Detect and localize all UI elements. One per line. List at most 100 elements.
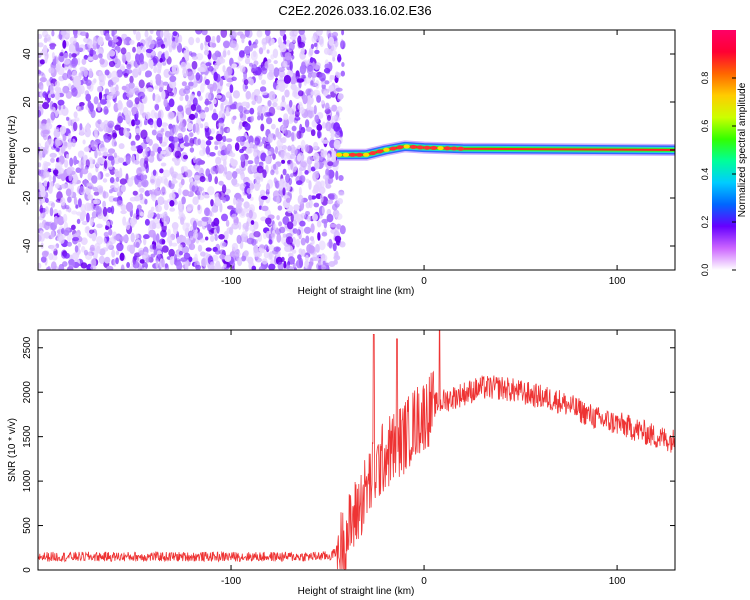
noise-blob [152,56,159,64]
noise-blob [310,129,316,137]
noise-blob [136,66,141,73]
noise-blob [283,74,292,84]
noise-blob [318,240,326,251]
noise-blob [97,119,102,125]
noise-blob [249,107,255,115]
noise-blob [260,123,265,132]
noise-blob [244,122,251,131]
noise-blob [217,164,225,174]
noise-blob [49,207,54,217]
noise-blob [108,228,113,236]
noise-blob [41,219,47,229]
noise-blob [129,75,134,84]
noise-blob [254,39,259,45]
noise-blob [98,90,103,101]
noise-blob [224,70,229,80]
noise-blob [273,67,280,78]
noise-blob [268,70,274,78]
noise-blob [160,162,167,167]
noise-blob [240,211,245,217]
noise-blob [264,111,272,118]
noise-blob [213,71,218,82]
noise-blob [324,63,330,70]
noise-blob [207,186,215,196]
noise-blob [334,131,341,139]
noise-blob [226,128,230,133]
noise-blob [160,128,165,133]
noise-blob [278,221,283,227]
noise-blob [210,235,215,242]
colorbar-tick-label: 0.6 [700,120,710,133]
noise-blob [314,49,320,55]
noise-blob [42,44,48,54]
noise-blob [40,123,47,130]
noise-blob [276,215,280,221]
noise-blob [45,206,49,215]
noise-blob [334,40,339,48]
signal-blob [342,152,350,157]
noise-blob [180,216,185,225]
noise-blob [277,36,282,46]
noise-blob [328,194,336,201]
noise-blob [311,35,317,43]
noise-blob [315,80,320,89]
noise-blob [144,155,149,165]
noise-blob [236,234,242,244]
noise-blob [230,40,238,48]
noise-blob [185,169,193,178]
colorbar-tick-label: 0.4 [700,168,710,181]
noise-blob [60,183,69,189]
noise-blob [155,204,163,213]
noise-blob [281,145,288,150]
noise-blob [238,221,242,230]
noise-blob [87,56,95,61]
noise-blob [103,160,108,170]
noise-blob [288,99,293,108]
noise-blob [171,179,178,184]
noise-blob [203,194,210,199]
noise-blob [333,122,341,132]
noise-blob [133,255,138,261]
noise-blob [279,226,286,234]
noise-blob [307,109,315,119]
noise-blob [135,214,140,220]
noise-blob [142,261,148,270]
noise-blob [104,88,110,95]
noise-blob [281,95,286,103]
noise-blob [125,201,134,212]
noise-blob [50,230,55,239]
noise-blob [72,236,80,242]
noise-blob [111,70,118,81]
noise-blob [134,159,140,165]
noise-blob [113,152,117,158]
noise-blob [330,228,338,234]
noise-blob [134,128,141,134]
noise-blob [276,196,280,204]
noise-blob [308,194,313,201]
noise-blob [313,105,317,115]
noise-blob [133,195,141,202]
noise-blob [216,35,221,43]
noise-blob [155,233,160,243]
noise-blob [194,139,199,146]
noise-blob [287,256,295,265]
noise-blob [204,106,210,113]
noise-blob [39,71,44,76]
spectrogram-ytick-label: 20 [22,96,33,108]
noise-blob [130,232,135,243]
noise-blob [218,249,226,255]
noise-blob [330,133,336,138]
noise-blob [210,128,216,135]
noise-blob [334,235,342,243]
noise-blob [250,258,254,266]
noise-blob [195,37,200,44]
signal-blob [376,149,383,154]
signal-blob [369,151,377,156]
noise-blob [93,78,97,83]
noise-blob [104,256,111,264]
noise-blob [180,165,188,173]
noise-blob [288,41,295,51]
noise-blob [205,247,212,252]
noise-blob [298,248,302,254]
noise-blob [45,197,49,203]
